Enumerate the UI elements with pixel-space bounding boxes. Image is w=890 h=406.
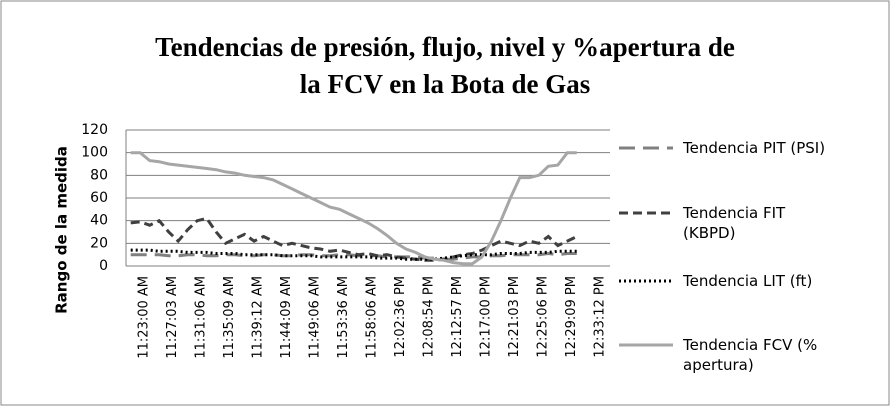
y-tick-label: 40 — [90, 213, 108, 229]
y-tick-label: 80 — [90, 167, 108, 183]
x-tick-label: 11:27:03 AM — [165, 276, 180, 359]
legend-label: Tendencia PIT (PSI) — [683, 139, 826, 157]
y-tick-label: 20 — [90, 235, 108, 251]
series-line — [130, 151, 577, 266]
x-tick-label: 11:31:06 AM — [194, 276, 209, 359]
legend-item: Tendencia FIT (KBPD) — [615, 203, 833, 243]
x-tick-label: 11:58:06 AM — [365, 276, 380, 359]
legend-swatch — [619, 279, 673, 283]
legend-swatch — [619, 343, 673, 347]
x-tick-label: 11:53:36 AM — [336, 276, 351, 359]
y-tick-label: 0 — [99, 258, 108, 274]
x-tick-label: 11:35:09 AM — [222, 276, 237, 359]
legend-swatch — [619, 146, 673, 150]
x-tick-label: 11:49:06 AM — [308, 276, 323, 359]
legend: Tendencia PIT (PSI) Tendencia FIT (KBPD) T… — [615, 0, 885, 406]
y-tick-label: 120 — [81, 122, 108, 138]
x-tick-label: 11:23:00 AM — [137, 276, 152, 359]
legend-item: Tendencia PIT (PSI) — [615, 138, 833, 158]
legend-label: Tendencia FIT (KBPD) — [683, 204, 786, 242]
x-tick-label: 12:29:09 PM — [564, 276, 579, 358]
legend-swatch — [619, 211, 673, 215]
x-tick-label: 12:02:36 PM — [393, 276, 408, 358]
y-tick-label: 60 — [90, 190, 108, 206]
x-tick-label: 12:33:12 PM — [592, 276, 607, 358]
x-tick-label: 11:39:12 AM — [251, 276, 266, 359]
y-tick-label: 100 — [81, 145, 108, 161]
chart-title: la FCV en la Bota de Gas — [300, 69, 591, 99]
x-tick-label: 12:12:57 PM — [450, 276, 465, 358]
x-tick-label: 12:21:03 PM — [507, 276, 522, 358]
legend-item: Tendencia FCV (% apertura) — [615, 335, 833, 375]
x-tick-label: 12:17:00 PM — [478, 276, 493, 358]
x-tick-label: 11:44:09 AM — [279, 276, 294, 359]
legend-label: Tendencia LIT (ft) — [683, 272, 813, 290]
series-line — [130, 251, 577, 261]
y-axis-label: Rango de la medida — [53, 146, 71, 314]
legend-label: Tendencia FCV (% apertura) — [683, 336, 818, 374]
x-tick-label: 12:25:06 PM — [535, 276, 550, 358]
x-tick-label: 12:08:54 PM — [421, 276, 436, 358]
legend-item: Tendencia LIT (ft) — [615, 271, 833, 291]
chart-title: Tendencias de presión, flujo, nivel y %a… — [155, 32, 735, 62]
